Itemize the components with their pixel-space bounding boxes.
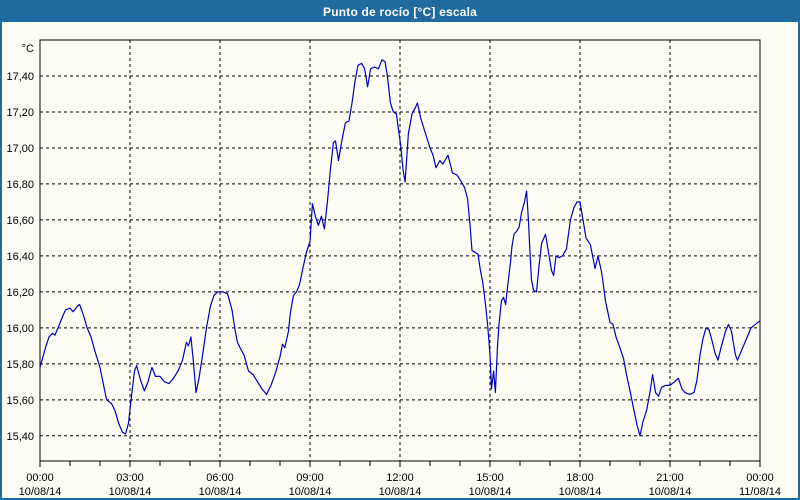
x-tick-date-label: 10/08/14 xyxy=(289,486,332,498)
window-titlebar: Punto de rocío [°C] escala xyxy=(2,2,798,22)
x-tick-date-label: 10/08/14 xyxy=(559,486,602,498)
y-tick-label: 15,60 xyxy=(6,395,34,407)
y-tick-label: 16,80 xyxy=(6,179,34,191)
y-tick-label: 15,40 xyxy=(6,431,34,443)
x-tick-date-label: 10/08/14 xyxy=(199,486,242,498)
x-tick-date-label: 10/08/14 xyxy=(649,486,692,498)
x-tick-date-label: 10/08/14 xyxy=(469,486,512,498)
chart-area: 17,40 17,20 17,00 16,80 16,60 16,40 16,20 16,00… xyxy=(2,22,798,498)
y-axis-unit-label: °C xyxy=(22,43,34,55)
y-tick-label: 16,00 xyxy=(6,323,34,335)
x-tick-time-label: 12:00 xyxy=(386,472,414,484)
x-tick-time-label: 15:00 xyxy=(476,472,504,484)
series-line xyxy=(39,59,761,437)
x-tick-date-label: 11/08/14 xyxy=(739,486,781,498)
x-tick-time-label: 21:00 xyxy=(656,472,684,484)
x-tick-time-label: 03:00 xyxy=(116,472,144,484)
x-tick-date-label: 10/08/14 xyxy=(19,486,62,498)
x-tick-time-label: 00:00 xyxy=(746,472,774,484)
x-tick-date-label: 10/08/14 xyxy=(109,486,152,498)
y-tick-label: 16,20 xyxy=(6,287,34,299)
x-tick-time-label: 18:00 xyxy=(566,472,594,484)
y-tick-label: 15,80 xyxy=(6,359,34,371)
y-tick-label: 17,40 xyxy=(6,71,34,83)
x-tick-date-label: 10/08/14 xyxy=(379,486,422,498)
x-tick-time-label: 06:00 xyxy=(206,472,234,484)
window-title: Punto de rocío [°C] escala xyxy=(322,5,478,19)
y-tick-label: 16,60 xyxy=(6,215,34,227)
y-tick-label: 17,20 xyxy=(6,107,34,119)
y-tick-label: 16,40 xyxy=(6,251,34,263)
plot-border xyxy=(39,39,761,462)
y-tick-label: 17,00 xyxy=(6,143,34,155)
x-tick-time-label: 00:00 xyxy=(26,472,54,484)
dewpoint-line-chart: 17,40 17,20 17,00 16,80 16,60 16,40 16,20 16,00… xyxy=(6,39,781,498)
x-tick-time-label: 09:00 xyxy=(296,472,324,484)
